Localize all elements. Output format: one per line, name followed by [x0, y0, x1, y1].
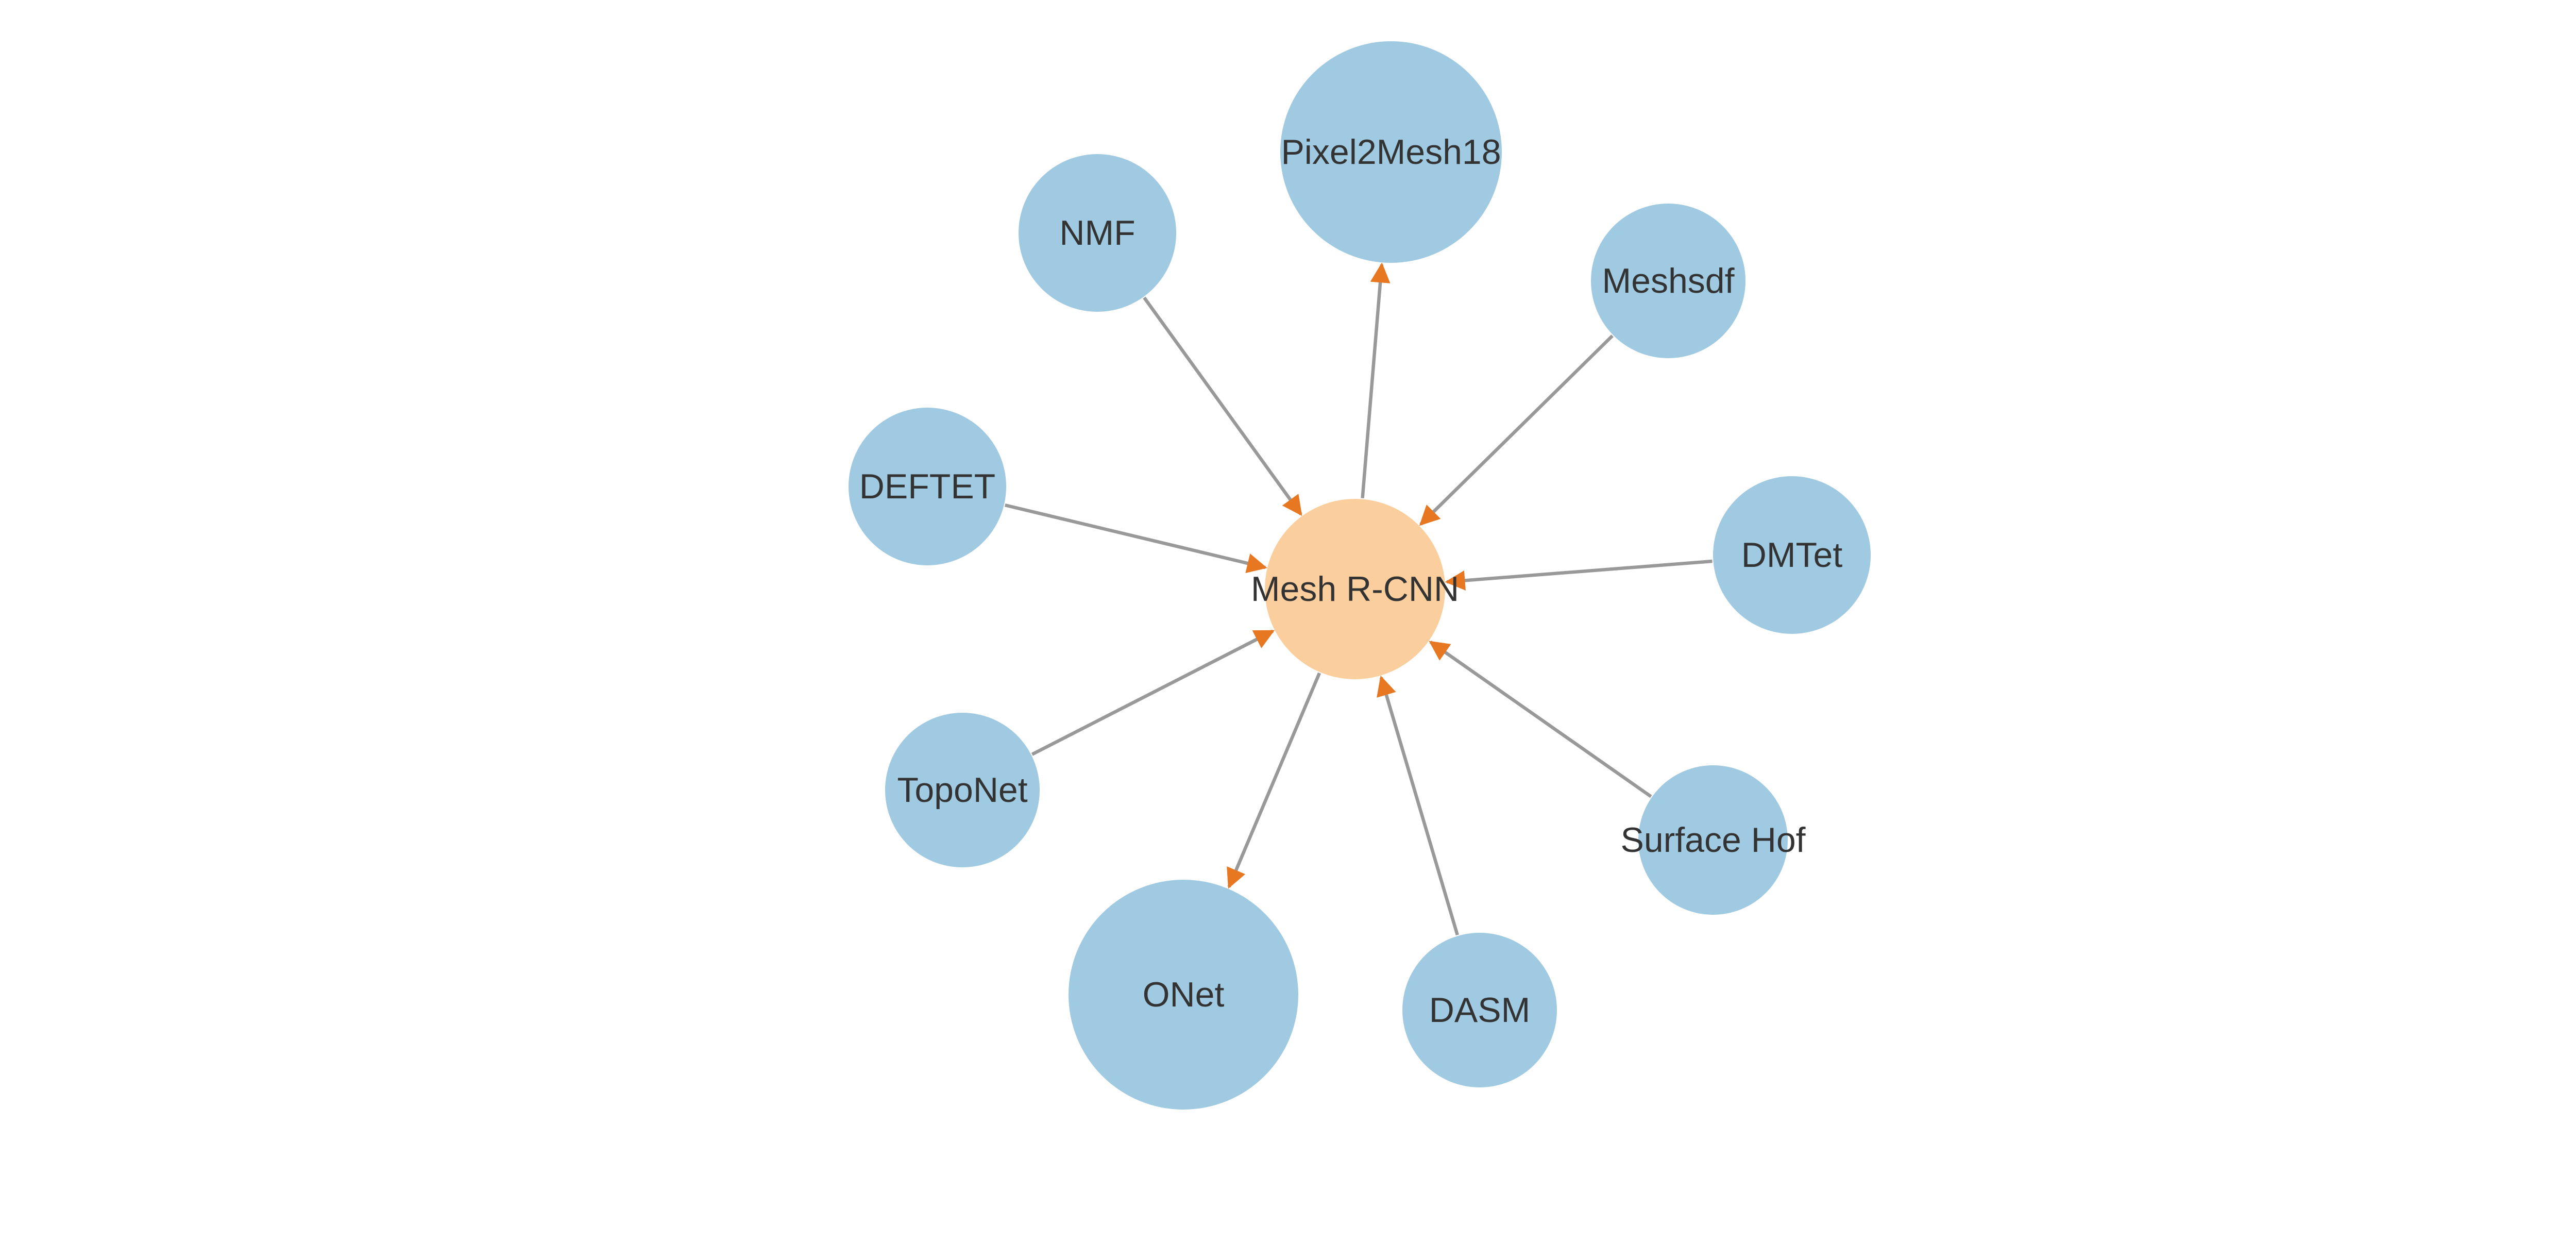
- node-label-onet: ONet: [1143, 975, 1225, 1014]
- node-label-surfacehof: Surface Hof: [1620, 820, 1805, 860]
- node-circle-dmtet: [1713, 476, 1871, 634]
- node-circle-onet: [1069, 880, 1298, 1110]
- edges: [1004, 262, 1713, 936]
- node-circle-meshsdf: [1591, 204, 1745, 358]
- node-deftet: DEFTET: [849, 408, 1006, 565]
- node-center: Mesh R-CNN: [1251, 499, 1459, 679]
- node-circle-nmf: [1019, 154, 1176, 312]
- edge-deftet-to-center: [1004, 503, 1267, 574]
- node-dmtet: DMTet: [1713, 476, 1871, 634]
- node-dasm: DASM: [1402, 933, 1557, 1087]
- node-toponet: TopoNet: [885, 713, 1040, 867]
- edge-toponet-to-center: [1031, 629, 1275, 756]
- nodes: Mesh R-CNN Pixel2Mesh18 NMF Meshsdf DEFTET DM…: [849, 41, 1871, 1110]
- node-circle-toponet: [885, 713, 1040, 867]
- node-circle-center: [1265, 499, 1445, 679]
- node-onet: ONet: [1069, 880, 1298, 1110]
- node-label-pixel2mesh18: Pixel2Mesh18: [1281, 132, 1501, 172]
- node-label-deftet: DEFTET: [859, 467, 995, 506]
- node-label-meshsdf: Meshsdf: [1602, 261, 1735, 300]
- node-meshsdf: Meshsdf: [1591, 204, 1745, 358]
- edge-center-to-onet: [1227, 672, 1321, 889]
- node-circle-deftet: [849, 408, 1006, 565]
- node-surfacehof: Surface Hof: [1620, 765, 1806, 915]
- node-label-dasm: DASM: [1429, 991, 1530, 1030]
- node-label-toponet: TopoNet: [897, 770, 1027, 810]
- edge-meshsdf-to-center: [1419, 334, 1614, 526]
- node-circle-pixel2mesh18: [1280, 41, 1502, 263]
- node-nmf: NMF: [1019, 154, 1176, 312]
- edge-nmf-to-center: [1143, 296, 1302, 516]
- node-label-dmtet: DMTet: [1741, 535, 1843, 575]
- edge-surfacehof-to-center: [1429, 641, 1652, 798]
- node-pixel2mesh18: Pixel2Mesh18: [1280, 41, 1502, 263]
- node-label-center: Mesh R-CNN: [1251, 569, 1459, 609]
- node-circle-dasm: [1402, 933, 1557, 1087]
- node-label-nmf: NMF: [1059, 213, 1135, 253]
- node-circle-surfacehof: [1638, 765, 1788, 915]
- edge-dmtet-to-center: [1445, 559, 1713, 591]
- edge-center-to-pixel2mesh18: [1361, 262, 1391, 498]
- edge-dasm-to-center: [1377, 675, 1459, 936]
